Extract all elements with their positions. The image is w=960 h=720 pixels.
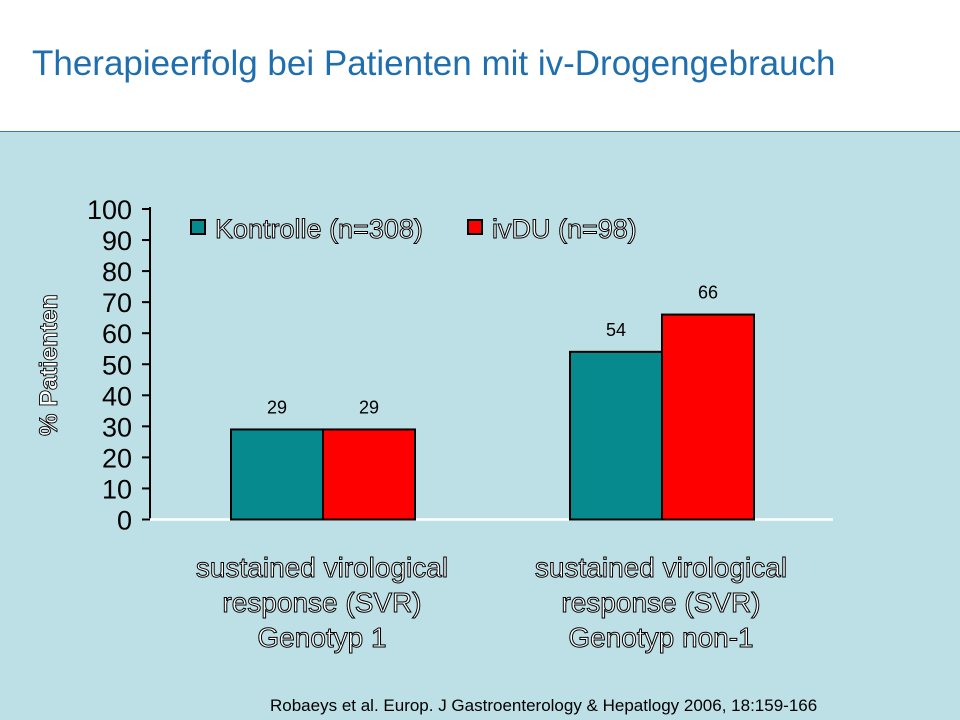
category-label: Genotyp 1 <box>257 622 386 653</box>
y-tick-label: 90 <box>102 226 132 256</box>
category-label: response (SVR) <box>222 587 421 618</box>
bar-value-label: 54 <box>606 320 626 340</box>
citation: Robaeys et al. Europ. J Gastroenterology… <box>270 696 818 715</box>
bar <box>230 428 324 521</box>
legend-label: Kontrolle (n=308) <box>215 214 423 244</box>
bar-value-label: 29 <box>267 397 287 417</box>
bar <box>661 313 755 521</box>
y-tick-label: 10 <box>102 474 132 504</box>
legend-label: ivDU (n=98) <box>492 214 637 244</box>
y-tick-label: 30 <box>102 412 132 442</box>
y-tick-label: 50 <box>102 350 132 380</box>
y-tick-label: 80 <box>102 257 132 287</box>
header-divider <box>0 131 960 132</box>
y-tick-label: 60 <box>102 319 132 349</box>
legend-swatch <box>467 219 483 235</box>
y-tick-label: 0 <box>117 506 132 536</box>
y-tick-label: 40 <box>102 381 132 411</box>
bar <box>322 428 416 521</box>
y-tick-label: 100 <box>87 195 132 225</box>
y-tick-label: 20 <box>102 443 132 473</box>
y-axis-label: % Patienten <box>35 294 63 436</box>
bar-value-label: 29 <box>359 397 379 417</box>
bar <box>569 350 663 521</box>
legend-swatch <box>190 219 206 235</box>
category-label: sustained virological <box>196 552 448 583</box>
y-tick-label: 70 <box>102 288 132 318</box>
slide-title: Therapieerfolg bei Patienten mit iv-Drog… <box>32 44 836 83</box>
category-label: response (SVR) <box>561 587 760 618</box>
category-label: Genotyp non-1 <box>568 622 753 653</box>
bar-value-label: 66 <box>698 283 718 303</box>
category-label: sustained virological <box>535 552 787 583</box>
slide-header: Therapieerfolg bei Patienten mit iv-Drog… <box>0 0 960 131</box>
